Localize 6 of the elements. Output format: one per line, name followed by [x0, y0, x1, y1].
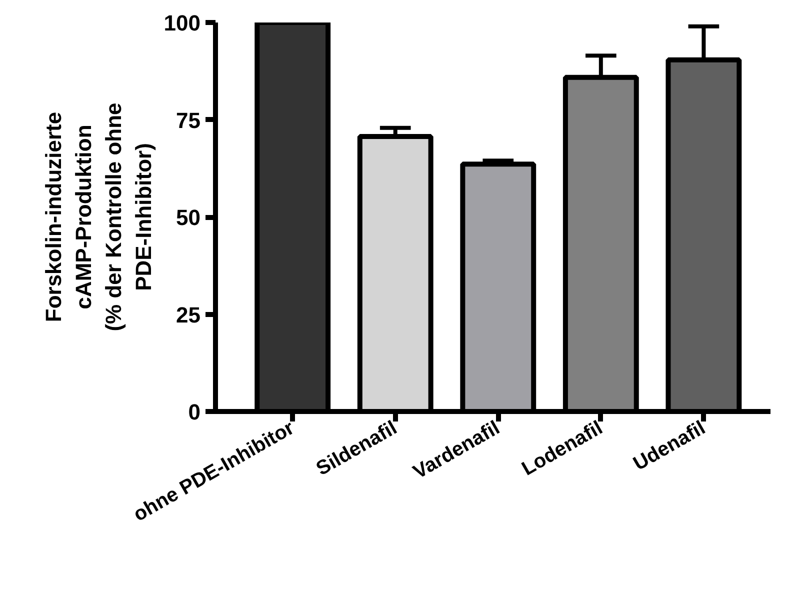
y-axis-title: Forskolin-induzierte cAMP-Produktion (% der Kontrolle ohne PDE-Inhibitor): [40, 102, 156, 332]
y-tick-label: 50: [176, 205, 201, 230]
y-tick-label: 75: [176, 108, 201, 133]
y-tick-label: 0: [188, 400, 201, 424]
y-tick-label: 25: [176, 302, 201, 328]
y-tick-label: 100: [164, 10, 201, 36]
